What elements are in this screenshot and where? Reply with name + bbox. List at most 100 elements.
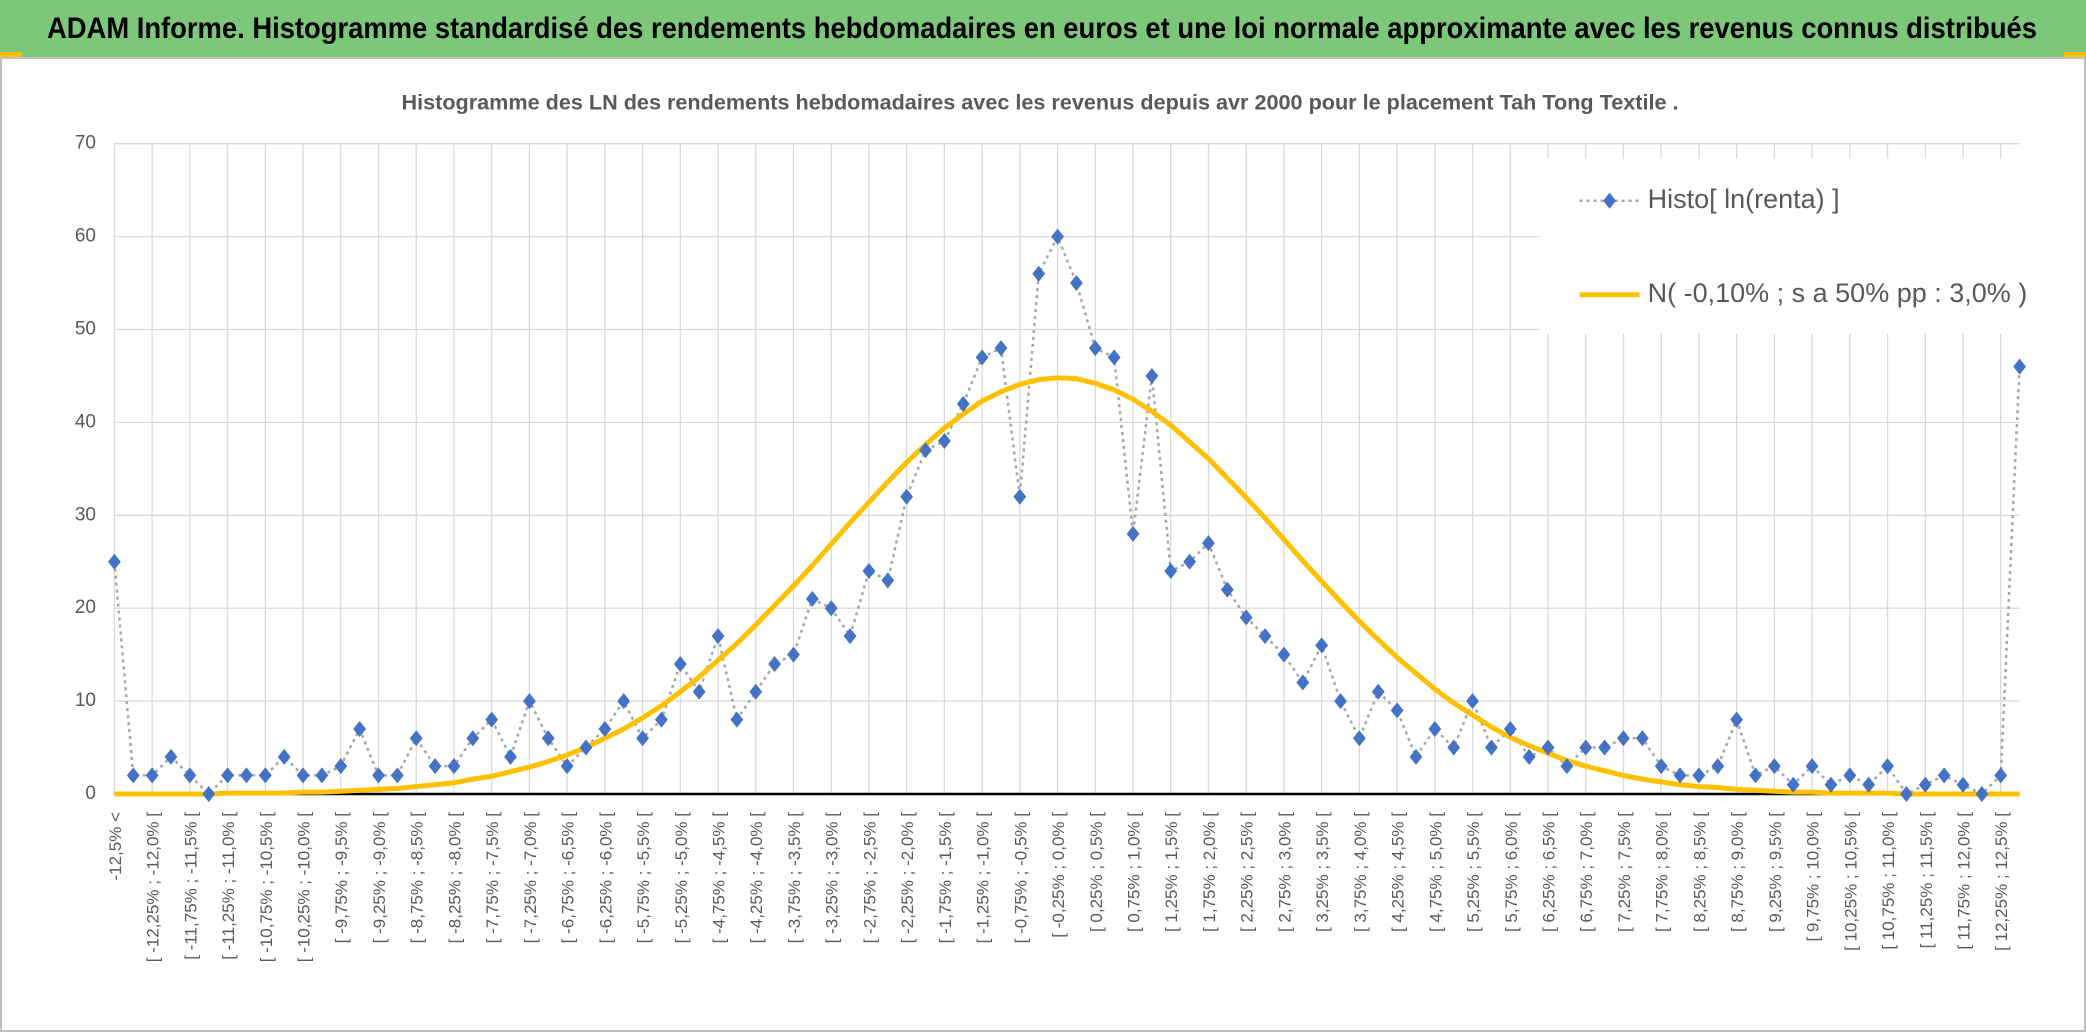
data-point — [749, 683, 763, 700]
data-point — [1371, 683, 1385, 700]
data-point — [1428, 720, 1442, 737]
data-point — [598, 720, 612, 737]
data-point — [1466, 693, 1479, 710]
x-tick-label: [ -12,25% ; -12,0% [ — [144, 812, 163, 963]
data-point — [2013, 358, 2026, 375]
data-point — [1654, 758, 1668, 775]
data-point — [862, 563, 876, 580]
data-point — [1749, 767, 1762, 784]
x-tick-label: [ -0,25% ; 0,0% [ — [1049, 812, 1068, 938]
data-point — [126, 767, 140, 784]
header-accent — [2064, 52, 2086, 60]
data-point — [1164, 563, 1178, 580]
header-accent — [0, 52, 22, 60]
data-point — [1862, 776, 1876, 793]
data-point — [787, 646, 800, 663]
x-tick-label: [ -2,75% ; -2,5% [ — [860, 812, 879, 944]
data-point — [1994, 767, 2008, 784]
x-tick-label: [ 5,25% ; 5,5% [ — [1464, 812, 1483, 932]
y-tick-label: 0 — [85, 783, 96, 804]
data-point — [560, 758, 574, 775]
data-point — [1070, 275, 1083, 292]
x-tick-label: [ 6,25% ; 6,5% [ — [1540, 812, 1559, 932]
data-point — [1315, 637, 1329, 654]
x-tick-label: [ 10,75% ; 11,0% [ — [1879, 812, 1898, 950]
x-tick-label: [ -8,25% ; -8,0% [ — [445, 812, 464, 944]
x-tick-label: [ -7,75% ; -7,5% [ — [483, 812, 502, 944]
data-point — [108, 553, 121, 570]
x-tick-label: [ 9,75% ; 10,0% [ — [1804, 812, 1823, 942]
x-tick-label: [ 6,75% ; 7,0% [ — [1577, 812, 1596, 932]
data-point — [485, 711, 499, 728]
x-tick-label: [ 2,25% ; 2,5% [ — [1238, 812, 1257, 932]
data-point — [900, 488, 914, 505]
x-tick-label: [ 4,25% ; 4,5% [ — [1389, 812, 1408, 932]
data-point — [1352, 730, 1366, 747]
data-point — [655, 711, 668, 728]
data-point — [919, 442, 932, 459]
data-point — [221, 767, 234, 784]
x-tick-label: [ -10,25% ; -10,0% [ — [295, 812, 314, 963]
data-point — [334, 758, 348, 775]
x-tick-label: [ 3,75% ; 4,0% [ — [1351, 812, 1370, 932]
data-point — [447, 758, 461, 775]
data-point — [975, 349, 989, 366]
x-tick-label: [ -3,25% ; -3,0% [ — [823, 812, 842, 944]
data-point — [1900, 786, 1913, 802]
data-point — [296, 767, 310, 784]
data-point — [617, 693, 631, 710]
data-point — [937, 432, 951, 449]
data-point — [730, 711, 744, 728]
data-point — [1239, 609, 1253, 626]
data-point — [1673, 767, 1687, 784]
data-point — [372, 767, 385, 784]
data-point — [1503, 720, 1517, 737]
data-point — [504, 748, 517, 765]
data-point — [1145, 367, 1159, 384]
x-tick-label: [ -11,75% ; -11,5% [ — [181, 812, 200, 960]
data-point — [673, 655, 687, 672]
data-point — [1617, 730, 1630, 747]
data-point — [1447, 739, 1461, 756]
series-line — [114, 375, 2020, 797]
data-point — [1730, 711, 1744, 728]
x-tick-label: [ -1,25% ; -1,0% [ — [974, 812, 993, 944]
x-tick-label: [ 9,25% ; 9,5% [ — [1766, 812, 1785, 932]
data-point — [258, 767, 272, 784]
data-point — [1051, 228, 1064, 245]
x-tick-label: [ -4,25% ; -4,0% [ — [747, 812, 766, 944]
data-point — [315, 767, 329, 784]
data-point — [240, 767, 253, 784]
x-tick-label: [ 1,25% ; 1,5% [ — [1162, 812, 1181, 932]
x-tick-label: [ 4,75% ; 5,0% [ — [1426, 812, 1445, 932]
data-point — [1409, 748, 1423, 765]
data-point — [1560, 758, 1574, 775]
data-point — [202, 786, 216, 802]
data-point — [1598, 739, 1612, 756]
data-point — [1296, 674, 1310, 691]
x-tick-label: [ 10,25% ; 10,5% [ — [1841, 812, 1860, 951]
x-tick-label: [ 11,25% ; 11,5% [ — [1917, 812, 1936, 949]
y-tick-label: 70 — [75, 133, 96, 154]
x-tick-label: [ -10,75% ; -10,5% [ — [257, 812, 276, 963]
data-point — [1635, 730, 1649, 747]
y-tick-label: 20 — [75, 597, 96, 618]
x-tick-label: [ 11,75% ; 12,0% [ — [1954, 812, 1973, 950]
x-tick-label: [ -3,75% ; -3,5% [ — [785, 812, 804, 944]
y-tick-label: 10 — [75, 690, 96, 711]
data-point — [1126, 525, 1140, 542]
data-point — [1202, 535, 1215, 552]
y-tick-label: 30 — [75, 504, 96, 525]
data-point — [579, 739, 593, 756]
data-point — [768, 655, 782, 672]
data-point — [1937, 767, 1951, 784]
x-tick-label: [ -7,25% ; -7,0% [ — [521, 812, 540, 944]
data-point — [692, 683, 706, 700]
data-point — [541, 730, 555, 747]
data-point — [183, 767, 197, 784]
chart-title: Histogramme des LN des rendements hebdom… — [402, 92, 1679, 115]
data-point — [1692, 767, 1706, 784]
data-point — [1541, 739, 1555, 756]
